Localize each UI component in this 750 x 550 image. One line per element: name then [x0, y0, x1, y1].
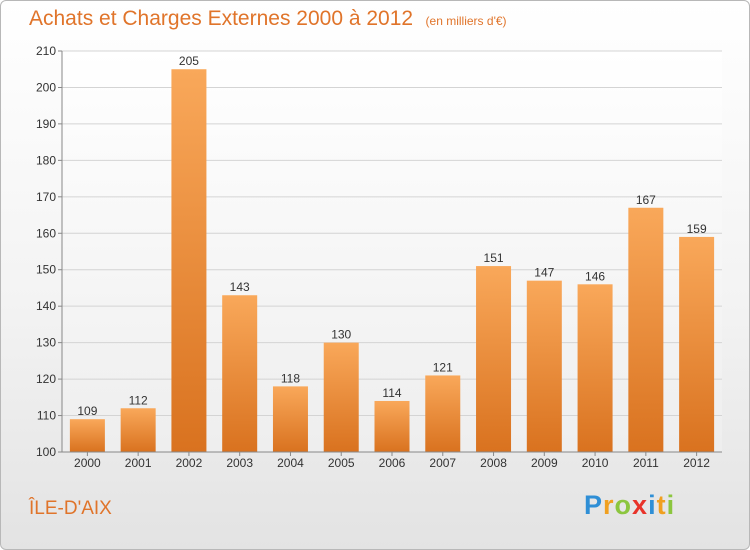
bar-value-label: 143 [230, 280, 250, 294]
chart-title: Achats et Charges Externes 2000 à 2012 (… [29, 7, 507, 31]
x-tick-label: 2012 [683, 456, 710, 470]
chart-unit: (en milliers d'€) [425, 14, 507, 28]
x-tick-label: 2000 [74, 456, 101, 470]
bar-value-label: 146 [585, 269, 605, 283]
y-tick-label: 150 [36, 263, 56, 277]
bar-value-label: 147 [534, 266, 554, 280]
y-tick-label: 110 [37, 409, 56, 423]
bar [222, 295, 258, 452]
logo-letter: i [666, 490, 676, 520]
y-tick-label: 160 [36, 226, 56, 240]
y-tick-label: 200 [36, 80, 56, 94]
bar [323, 342, 359, 452]
x-tick-label: 2001 [125, 456, 152, 470]
bar [272, 386, 308, 452]
bar-value-label: 151 [484, 251, 504, 265]
bar-value-label: 114 [382, 386, 401, 400]
x-tick-label: 2002 [176, 456, 203, 470]
y-tick-label: 190 [36, 117, 56, 131]
bar-value-label: 118 [281, 371, 300, 385]
y-tick-label: 210 [36, 44, 56, 58]
y-tick-label: 140 [36, 299, 56, 313]
logo-letter: i [648, 490, 657, 520]
chart-title-text: Achats et Charges Externes 2000 à 2012 [29, 7, 414, 30]
y-tick-label: 120 [36, 372, 56, 386]
bar [69, 419, 105, 452]
proxiti-logo: Proxiti [584, 490, 675, 521]
bar-value-label: 112 [129, 393, 148, 407]
bar [425, 375, 461, 452]
bar [476, 266, 512, 452]
bar [526, 280, 562, 452]
bar [628, 207, 664, 452]
x-tick-label: 2003 [226, 456, 253, 470]
commune-name: ÎLE-D'AIX [29, 498, 112, 519]
x-tick-label: 2004 [277, 456, 304, 470]
x-tick-label: 2011 [633, 456, 659, 470]
bar-value-label: 130 [331, 328, 351, 342]
bar [120, 408, 156, 452]
bar-value-label: 109 [77, 404, 97, 418]
bar [679, 236, 715, 452]
logo-letter: x [632, 490, 649, 520]
bar-value-label: 159 [687, 222, 707, 236]
y-tick-label: 180 [36, 153, 56, 167]
y-tick-label: 170 [36, 190, 56, 204]
x-tick-label: 2005 [328, 456, 355, 470]
logo-letter: r [603, 490, 615, 520]
bar-value-label: 167 [636, 193, 656, 207]
bar [577, 284, 613, 452]
y-tick-label: 100 [36, 445, 56, 459]
x-tick-label: 2009 [531, 456, 558, 470]
bar [374, 400, 410, 452]
x-tick-label: 2010 [582, 456, 609, 470]
bar-value-label: 205 [179, 54, 199, 68]
y-tick-label: 130 [36, 336, 56, 350]
bar [171, 69, 207, 453]
logo-letter: P [584, 490, 604, 520]
x-tick-label: 2007 [429, 456, 456, 470]
x-tick-label: 2008 [480, 456, 507, 470]
logo-letter: o [614, 490, 633, 520]
bar-value-label: 121 [433, 360, 453, 374]
logo-letter: t [656, 490, 667, 520]
x-tick-label: 2006 [379, 456, 406, 470]
